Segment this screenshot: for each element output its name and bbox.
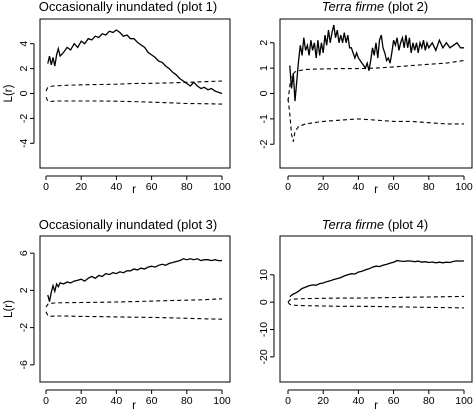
panel-2-x-tick-label: 60: [388, 181, 400, 193]
panel-3-y-tick-label: 2: [18, 287, 30, 293]
panel-3-x-tick-label: 20: [75, 395, 87, 407]
panel-4-x-tick-label: 0: [285, 395, 291, 407]
panel-1-y-tick-label: 4: [18, 41, 30, 47]
panel-3-x-tick-label: 60: [146, 395, 158, 407]
panel-2-x-tick-label: 0: [285, 181, 291, 193]
panel-2-plot-box: [279, 18, 473, 169]
panel-2-y-tick-label: -1: [258, 114, 270, 123]
panel-2-lower-envelope-line: [287, 98, 464, 142]
panel-2-title: Terra firme (plot 2): [322, 0, 428, 14]
panel-3-y-tick-label: 6: [18, 250, 30, 256]
panel-3-observed-line: [47, 258, 222, 302]
panel-4-upper-envelope-line: [287, 295, 465, 303]
panel-4-title-rest: (plot 4): [384, 217, 428, 232]
panel-4-x-tick-label: 20: [317, 395, 329, 407]
panel-1-x-tick-label: 80: [181, 181, 193, 193]
panel-4-y-tick-label: 10: [258, 269, 270, 281]
panel-3-x-tick-label: 40: [111, 395, 123, 407]
panel-4-x-tick-label: 40: [353, 395, 365, 407]
panel-3-plot-box: [39, 235, 231, 383]
panel-1-x-tick-label: 0: [43, 181, 49, 193]
panel-2-x-axis-label: r: [374, 184, 378, 196]
panel-3: Occasionally inundated (plot 3) L(r) r 0…: [3, 217, 231, 412]
panel-2-x-tick-label: 100: [455, 181, 473, 193]
panel-3-x-tick-label: 100: [213, 395, 231, 407]
panel-4-plot-box: [279, 235, 473, 383]
panel-1-y-tick-label: -2: [18, 114, 30, 123]
panel-2-y-tick-label: 0: [258, 90, 270, 96]
panel-4: Terra firme (plot 4) r 0 20 40 60 80 100-20-1…: [258, 217, 473, 412]
panel-1-y-tick-label: -4: [18, 138, 30, 147]
panel-2-y-tick-label: -2: [258, 139, 270, 148]
panel-4-y-tick-label: -10: [258, 322, 270, 337]
panel-3-x-tick-label: 80: [181, 395, 193, 407]
panel-4-x-tick-label: 60: [388, 395, 400, 407]
panel-1-x-tick-label: 60: [146, 181, 158, 193]
panel-1-y-axis-label: L(r): [3, 84, 15, 102]
panel-1-plot-box: [39, 18, 231, 169]
panel-1-x-axis-label: r: [132, 184, 136, 196]
panel-1-x-tick-label: 40: [111, 181, 123, 193]
panel-3-upper-envelope-line: [45, 298, 223, 308]
panel-2-x-tick-label: 40: [353, 181, 365, 193]
panel-3-y-tick-label: -6: [18, 360, 30, 369]
panel-2-x-tick-label: 80: [423, 181, 435, 193]
panel-1-upper-envelope-line: [45, 80, 223, 92]
panel-2-y-tick-label: 2: [258, 40, 270, 46]
panel-1-y-tick-label: 0: [18, 90, 30, 96]
panel-4-y-tick-label: -20: [258, 349, 270, 364]
panel-2-x-tick-label: 20: [317, 181, 329, 193]
panel-1: Occasionally inundated (plot 1) L(r) r 0…: [3, 0, 231, 196]
panel-4-x-tick-label: 80: [423, 395, 435, 407]
panel-4-title: Terra firme (plot 4): [322, 217, 428, 232]
panel-3-y-axis-label: L(r): [3, 300, 15, 318]
panel-1-observed-line: [47, 29, 223, 95]
panel-2-observed-line: [289, 24, 464, 102]
panel-4-x-axis-label: r: [374, 400, 378, 412]
panel-4-title-italic: Terra firme: [322, 217, 384, 232]
panel-3-x-axis-label: r: [132, 400, 136, 412]
panel-3-title: Occasionally inundated (plot 3): [39, 217, 218, 232]
panel-2-upper-envelope-line: [287, 59, 465, 102]
panel-1-x-tick-label: 100: [213, 181, 231, 193]
panel-4-lower-envelope-line: [287, 301, 465, 309]
panel-1-lower-envelope-line: [45, 96, 223, 105]
panel-3-lower-envelope-line: [45, 311, 223, 320]
panel-2-title-rest: (plot 2): [384, 0, 428, 14]
panel-2: Terra firme (plot 2) r 0 20 40 60 80 100 -2 -1 0…: [258, 0, 473, 196]
panel-4-y-tick-label: 0: [258, 299, 270, 305]
panel-1-x-tick-label: 20: [75, 181, 87, 193]
panel-4-observed-line: [289, 259, 465, 298]
panel-4-x-tick-label: 100: [455, 395, 473, 407]
panel-3-x-tick-label: 0: [43, 395, 49, 407]
panel-3-y-tick-label: -2: [18, 323, 30, 332]
panel-2-title-italic: Terra firme: [322, 0, 384, 14]
panel-2-y-tick-label: 1: [258, 65, 270, 71]
panel-1-title: Occasionally inundated (plot 1): [39, 0, 218, 14]
panel-1-y-tick-label: 2: [18, 66, 30, 72]
